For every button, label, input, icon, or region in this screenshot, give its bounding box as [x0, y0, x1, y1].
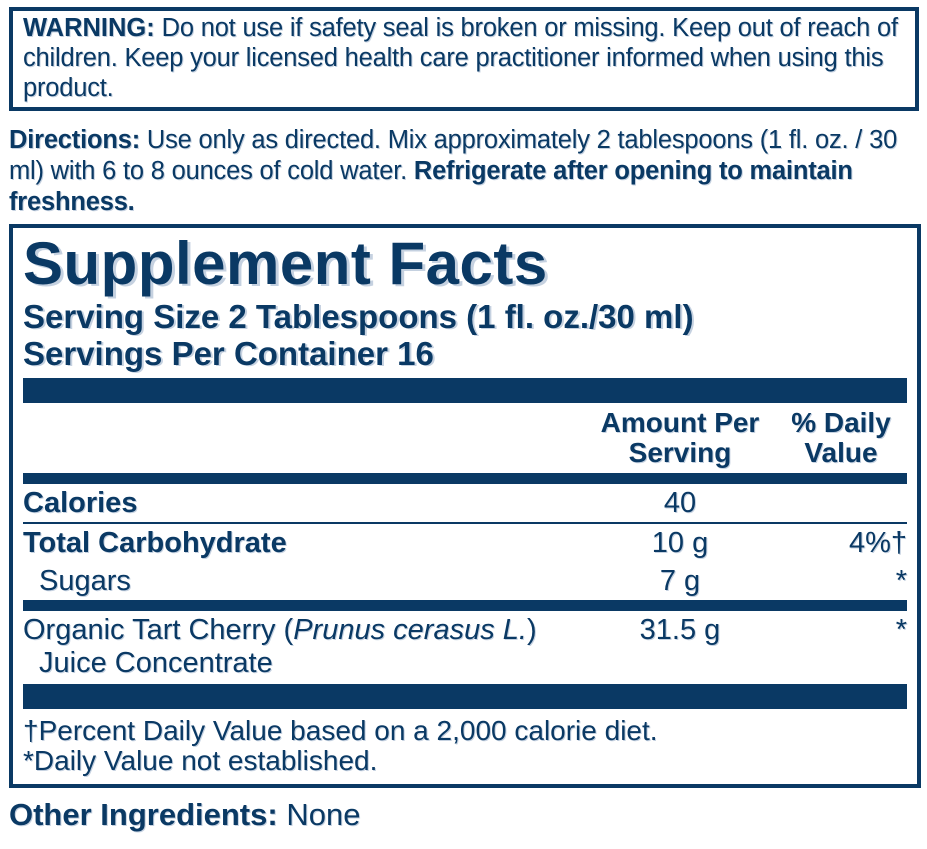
supplement-label: WARNING: Do not use if safety seal is br…	[0, 7, 927, 849]
calories-name: Calories	[23, 487, 138, 519]
warning-text: Do not use if safety seal is broken or m…	[23, 14, 898, 102]
serving-size: Serving Size 2 Tablespoons (1 fl. oz./30…	[23, 298, 694, 335]
directions-label: Directions:	[9, 126, 140, 154]
directions-emphasis: Refrigerate after opening to maintain fr…	[9, 157, 853, 216]
tart-cherry-name-line2: Juice Concentrate	[39, 647, 273, 679]
directions-text: Use only as directed. Mix approximately …	[9, 126, 898, 185]
other-ingredients-value: None	[286, 797, 361, 832]
separator-bar-mid	[23, 600, 907, 611]
separator-bar-bottom	[23, 684, 907, 709]
separator-bar-under-headers	[23, 473, 907, 484]
total-carbohydrate-daily-value: 4%†	[848, 527, 907, 559]
footnote-daily-value: †Percent Daily Value based on a 2,000 ca…	[23, 715, 658, 746]
row-total-carbohydrate: Total Carbohydrate 10 g 4%†	[23, 522, 907, 562]
warning-box: WARNING: Do not use if safety seal is br…	[9, 7, 919, 111]
column-header-percent-daily-value: % Daily Value	[791, 407, 891, 468]
tart-cherry-name-suffix: )	[526, 614, 537, 646]
other-ingredients: Other Ingredients: None	[9, 798, 927, 832]
directions: Directions: Use only as directed. Mix ap…	[9, 125, 919, 218]
tart-cherry-daily-value: *	[895, 614, 907, 646]
warning-label: WARNING:	[23, 14, 155, 42]
tart-cherry-name-prefix: Organic Tart Cherry (	[23, 614, 294, 646]
sugars-amount: 7 g	[659, 565, 701, 597]
sugars-name: Sugars	[39, 565, 131, 597]
tart-cherry-latin-name: Prunus cerasus L.	[293, 614, 527, 646]
row-organic-tart-cherry: Organic Tart Cherry (Prunus cerasus L.) …	[23, 611, 907, 682]
row-sugars: Sugars 7 g *	[23, 562, 907, 600]
row-calories: Calories 40	[23, 484, 907, 522]
tart-cherry-name: Organic Tart Cherry (Prunus cerasus L.)	[23, 614, 537, 646]
tart-cherry-amount: 31.5 g	[639, 614, 721, 646]
separator-bar-top	[23, 378, 907, 403]
supplement-facts-title: Supplement Facts	[23, 230, 548, 297]
footnote-not-established: *Daily Value not established.	[23, 745, 378, 776]
sugars-daily-value: *	[895, 565, 907, 597]
facts-column-headers: Amount Per Serving % Daily Value	[23, 403, 907, 473]
column-header-amount-per-serving: Amount Per Serving	[600, 407, 760, 468]
other-ingredients-label: Other Ingredients:	[9, 797, 278, 832]
total-carbohydrate-name: Total Carbohydrate	[23, 527, 287, 559]
total-carbohydrate-amount: 10 g	[651, 527, 709, 559]
servings-per-container: Servings Per Container 16	[23, 335, 434, 372]
calories-amount: 40	[663, 487, 697, 519]
supplement-facts-panel: Supplement Facts Serving Size 2 Tablespo…	[9, 224, 921, 788]
